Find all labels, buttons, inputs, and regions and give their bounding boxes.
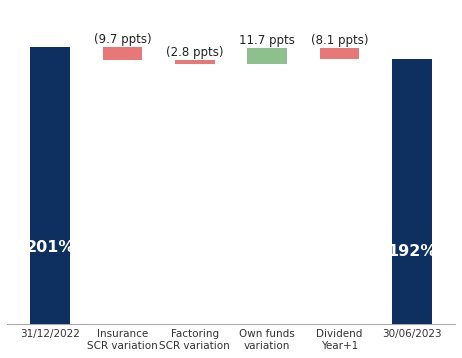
Bar (175, 60, 215, 64)
Bar (247, 48, 287, 64)
Text: 192%: 192% (387, 244, 437, 258)
Bar (103, 47, 142, 60)
Text: 11.7 ppts: 11.7 ppts (239, 34, 295, 47)
Bar (30, 47, 70, 324)
Text: 201%: 201% (25, 240, 75, 255)
Bar (392, 59, 432, 324)
Text: (8.1 ppts): (8.1 ppts) (310, 34, 368, 47)
Bar (320, 48, 359, 59)
Text: (9.7 ppts): (9.7 ppts) (94, 33, 152, 45)
Text: (2.8 ppts): (2.8 ppts) (166, 46, 224, 59)
